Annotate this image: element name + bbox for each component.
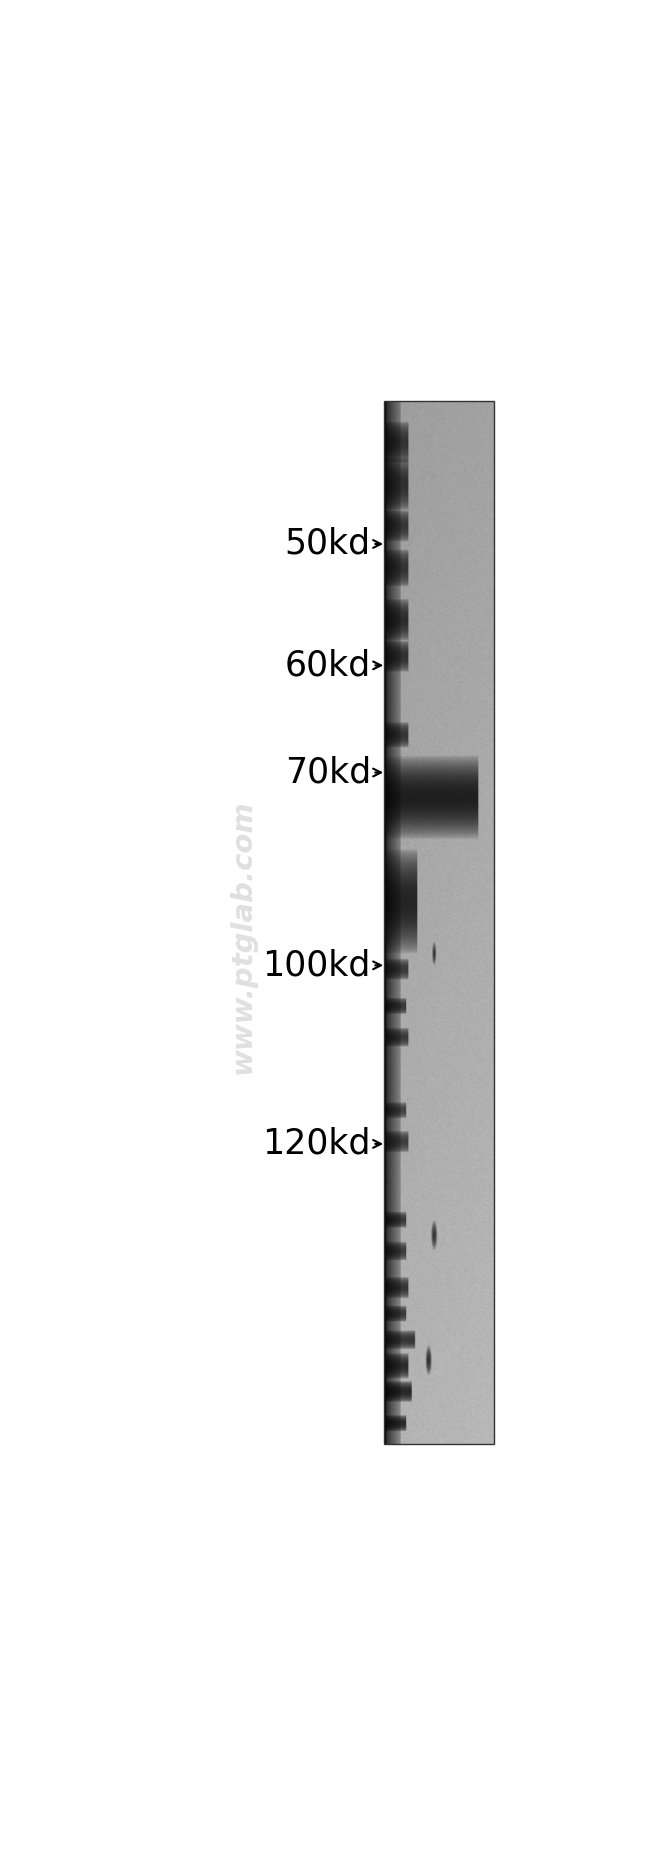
Text: 120kd: 120kd <box>263 1126 371 1161</box>
Text: 60kd: 60kd <box>285 649 371 683</box>
Text: 70kd: 70kd <box>285 755 371 790</box>
Text: www.ptglab.com: www.ptglab.com <box>228 800 257 1074</box>
Text: 50kd: 50kd <box>285 527 371 560</box>
Text: 100kd: 100kd <box>263 948 371 983</box>
Bar <box>384 401 494 1443</box>
